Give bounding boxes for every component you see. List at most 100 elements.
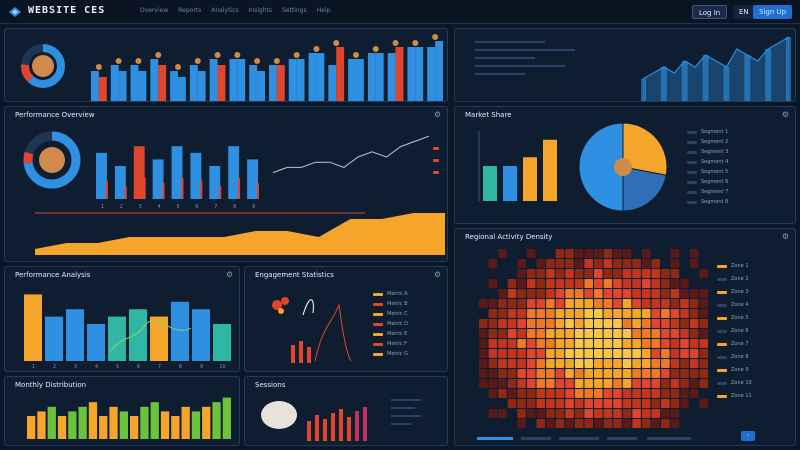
heatmap-cell bbox=[546, 379, 555, 388]
heatmap-cell bbox=[555, 299, 565, 308]
login-button[interactable]: Log In bbox=[692, 5, 728, 19]
nav-item[interactable]: Help bbox=[316, 7, 331, 14]
tick-label: 2 bbox=[53, 364, 56, 369]
nav-item[interactable]: Insights bbox=[248, 7, 272, 14]
heatmap-cell bbox=[574, 319, 584, 328]
heatmap-cell bbox=[594, 409, 603, 418]
heatmap-cell bbox=[594, 369, 603, 378]
legend-item bbox=[433, 171, 439, 174]
heatmap-cell bbox=[699, 309, 708, 318]
legend-item: Segment 7 bbox=[687, 189, 787, 195]
heatmap-cell bbox=[594, 349, 603, 358]
bar-mark bbox=[27, 416, 36, 439]
bar-mark bbox=[307, 421, 311, 441]
bar-mark bbox=[407, 47, 416, 101]
heatmap-cell bbox=[536, 409, 546, 418]
heatmap-cell bbox=[632, 359, 641, 368]
nav-item[interactable]: Reports bbox=[178, 7, 202, 14]
heatmap-cell bbox=[555, 369, 565, 378]
tick-label: 7 bbox=[214, 204, 217, 209]
bar-mark bbox=[348, 59, 356, 101]
heatmap-cell bbox=[689, 389, 699, 398]
legend-item: Segment 6 bbox=[687, 179, 787, 185]
heatmap-cell bbox=[594, 379, 603, 388]
heatmap-cell bbox=[488, 339, 498, 348]
heatmap-cell bbox=[498, 299, 507, 308]
heatmap-cell bbox=[622, 289, 632, 298]
heatmap-cell bbox=[689, 379, 699, 388]
legend-swatch bbox=[717, 329, 727, 333]
bar-mark bbox=[483, 166, 497, 201]
app-title: WEBSITE CES bbox=[28, 5, 106, 16]
legend-label: Zone 2 bbox=[731, 276, 749, 282]
legend-label: Zone 8 bbox=[731, 354, 749, 360]
nav-item[interactable]: Settings bbox=[281, 7, 307, 14]
tick-label: 3 bbox=[74, 364, 77, 369]
heatmap-cell bbox=[699, 399, 708, 408]
bar-mark bbox=[543, 139, 557, 201]
heatmap-cell bbox=[641, 359, 651, 368]
legend-item: Segment 3 bbox=[687, 149, 787, 155]
bar-mark bbox=[209, 166, 221, 199]
heatmap-cell bbox=[622, 259, 632, 268]
heatmap-cell bbox=[680, 349, 689, 358]
nav-item[interactable]: Analytics bbox=[211, 7, 239, 14]
heatmap-cell bbox=[670, 389, 680, 398]
heatmap-cell bbox=[555, 329, 565, 338]
heatmap-cell bbox=[622, 419, 632, 428]
heatmap-cell bbox=[574, 289, 584, 298]
heatmap-cell bbox=[555, 339, 565, 348]
legend-label: Segment 1 bbox=[701, 129, 729, 135]
heatmap-cell bbox=[574, 259, 584, 268]
more-options-icon[interactable]: ⚙ bbox=[781, 110, 789, 119]
bar-mark bbox=[237, 59, 246, 101]
heatmap-cell bbox=[517, 299, 526, 308]
heatmap-cell bbox=[699, 349, 708, 358]
more-options-icon[interactable]: ⚙ bbox=[225, 270, 233, 279]
heatmap-cell bbox=[517, 419, 526, 428]
heatmap-cell bbox=[651, 259, 661, 268]
heatmap-cell bbox=[565, 349, 574, 358]
performance-bar-chart: 1 2 3 4 5 6 7 8 9 10 bbox=[24, 294, 231, 369]
legend-swatch bbox=[687, 130, 697, 134]
heatmap-cell bbox=[613, 259, 622, 268]
nav-item[interactable]: Overview bbox=[140, 7, 169, 14]
language-button[interactable]: EN bbox=[733, 5, 755, 19]
bar-mark bbox=[395, 47, 404, 101]
heatmap-cell bbox=[594, 259, 603, 268]
tick-label: 8 bbox=[233, 204, 236, 209]
heatmap-scale bbox=[477, 437, 691, 440]
heatmap-cell bbox=[622, 299, 632, 308]
bar-mark bbox=[276, 65, 285, 101]
legend-swatch bbox=[717, 368, 727, 372]
heatmap-cell bbox=[536, 339, 546, 348]
panel-title: Performance Overview bbox=[15, 111, 95, 119]
view-button[interactable]: › bbox=[741, 431, 755, 441]
legend-label: Metric G bbox=[387, 351, 409, 357]
heatmap-cell bbox=[680, 369, 689, 378]
heatmap-cell bbox=[661, 269, 670, 278]
signup-button[interactable]: Sign Up bbox=[753, 5, 793, 19]
avatar-icon bbox=[333, 40, 340, 46]
heatmap-cell bbox=[584, 349, 593, 358]
heatmap-cell bbox=[603, 339, 613, 348]
legend-swatch bbox=[687, 200, 697, 204]
more-options-icon[interactable]: ⚙ bbox=[433, 270, 441, 279]
tick-label: 6 bbox=[137, 364, 140, 369]
heatmap-cell bbox=[670, 379, 680, 388]
more-options-icon[interactable]: ⚙ bbox=[433, 110, 441, 119]
more-options-icon[interactable]: ⚙ bbox=[781, 232, 789, 241]
bar-mark bbox=[109, 406, 118, 439]
heatmap-cell bbox=[565, 339, 574, 348]
heatmap-cell bbox=[584, 299, 593, 308]
bar-mark bbox=[217, 65, 226, 101]
bar-mark bbox=[47, 406, 56, 439]
heatmap-cell bbox=[632, 399, 641, 408]
heatmap-cell bbox=[670, 319, 680, 328]
heatmap-cell bbox=[565, 409, 574, 418]
heatmap-cell bbox=[670, 289, 680, 298]
panel-title: Market Share bbox=[465, 111, 512, 119]
heatmap-cell bbox=[680, 299, 689, 308]
sales-area-chart bbox=[35, 212, 445, 255]
heatmap-cell bbox=[536, 359, 546, 368]
